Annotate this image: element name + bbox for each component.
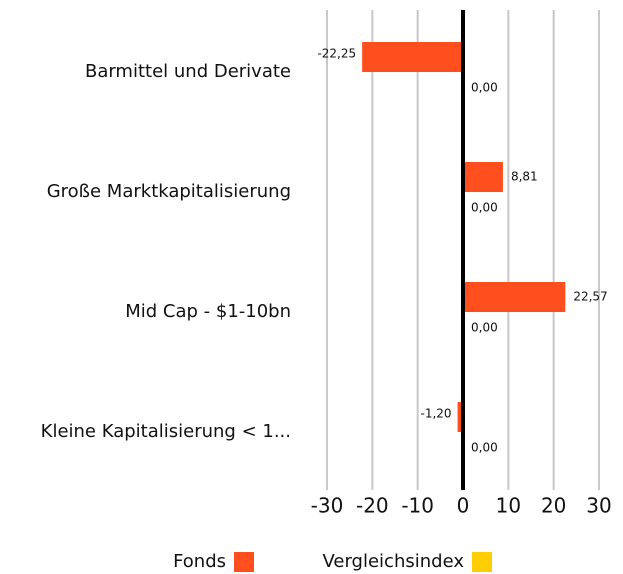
value-label: 22,57 xyxy=(573,290,607,304)
x-tick-label: -10 xyxy=(401,494,434,518)
x-tick-label: 0 xyxy=(457,494,470,518)
legend-label: Fonds xyxy=(173,551,226,572)
x-tick-label: -30 xyxy=(311,494,344,518)
bar xyxy=(463,282,566,312)
bar xyxy=(457,402,463,432)
bar xyxy=(362,42,463,72)
legend-swatch xyxy=(234,552,254,572)
legend-label: Vergleichsindex xyxy=(322,551,464,572)
bar xyxy=(463,162,503,192)
legend-swatch xyxy=(472,552,492,572)
value-label: 0,00 xyxy=(471,201,498,215)
category-label: Kleine Kapitalisierung < 1... xyxy=(41,421,291,442)
x-tick-label: 30 xyxy=(586,494,611,518)
value-label: 0,00 xyxy=(471,441,498,455)
x-tick-label: 10 xyxy=(496,494,521,518)
value-label: 0,00 xyxy=(471,321,498,335)
category-label: Barmittel und Derivate xyxy=(85,61,291,82)
value-label: 0,00 xyxy=(471,81,498,95)
category-label: Mid Cap - $1-10bn xyxy=(125,301,291,322)
x-tick-label: -20 xyxy=(356,494,389,518)
category-label: Große Marktkapitalisierung xyxy=(47,181,291,202)
value-label: -1,20 xyxy=(420,407,451,421)
value-label: 8,81 xyxy=(511,170,538,184)
x-tick-label: 20 xyxy=(541,494,566,518)
value-label: -22,25 xyxy=(317,47,356,61)
